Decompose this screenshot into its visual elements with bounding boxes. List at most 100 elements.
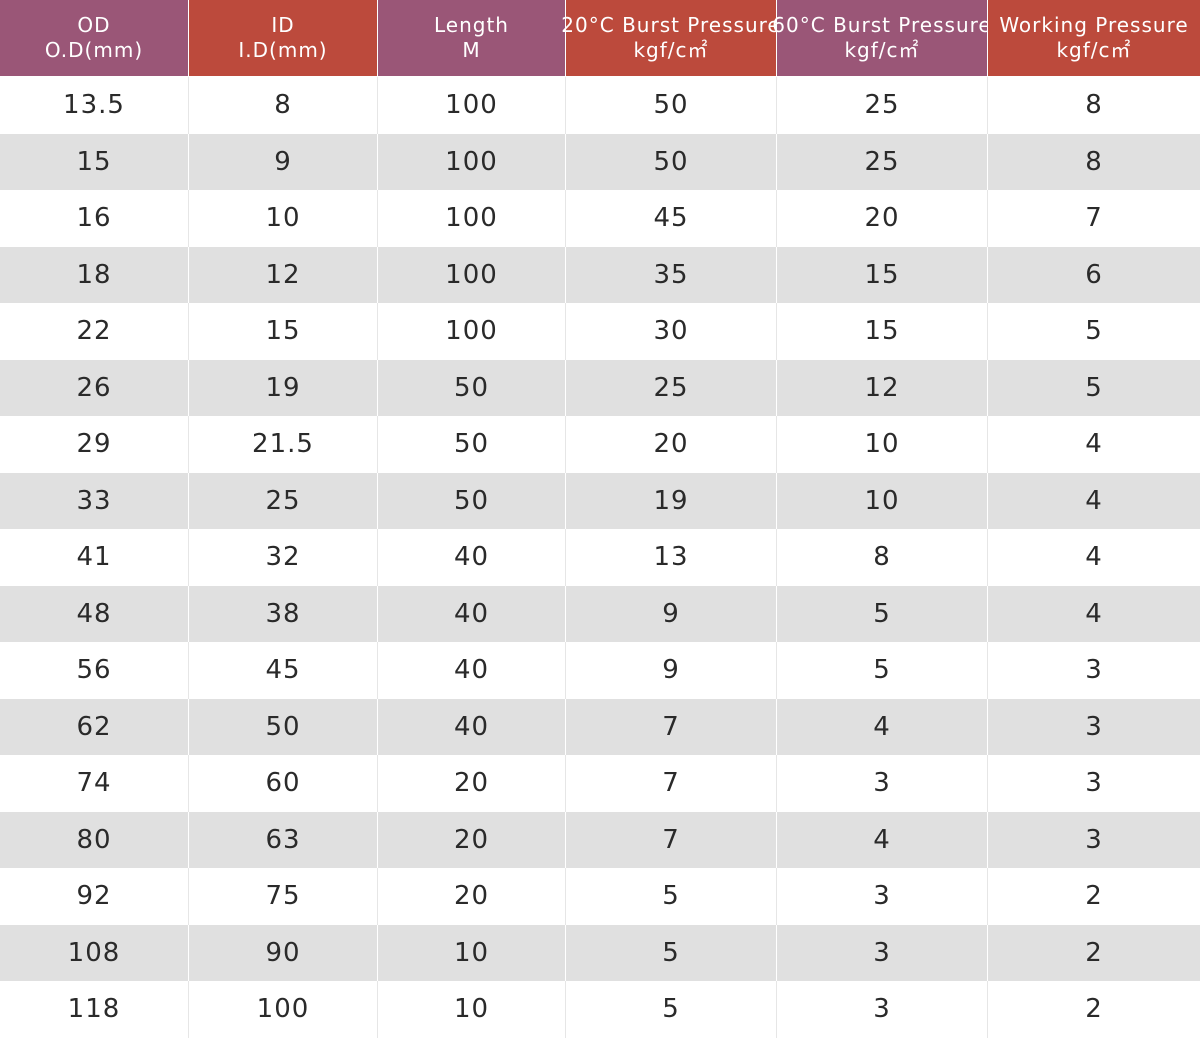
cell-burst-60c: 10 [777,472,988,529]
header-burst-60c: 60°C Burst Pressure kgf/c㎡ [772,0,991,76]
cell-length: 40 [378,642,566,699]
cell-working-pressure: 3 [1085,711,1103,742]
cell-id: 21.5 [189,416,378,473]
cell-working-pressure: 2 [1085,881,1103,912]
cell-id: 75 [189,868,378,925]
cell-burst-60c: 3 [777,868,988,925]
cell-burst-20c: 9 [566,642,777,699]
cell-length: 100 [378,190,566,247]
header-length-unit: M [462,38,481,62]
cell-length: 40 [378,529,566,586]
cell-od: 62 [0,698,189,755]
cell-burst-20c: 5 [566,868,777,925]
table-row: 118 100 10 5 3 2 [0,981,1200,1038]
cell-burst-60c: 4 [777,811,988,868]
cell-od: 33 [0,472,189,529]
cell-burst-20c: 25 [566,359,777,416]
table-row: 41 32 40 13 8 4 [0,529,1200,586]
table-row: 26 19 50 25 12 5 [0,359,1200,416]
cell-id: 50 [189,698,378,755]
table-row: 48 38 40 9 5 4 [0,585,1200,642]
cell-burst-20c: 20 [566,416,777,473]
table-row: 13.5 8 100 50 25 8 [0,77,1200,134]
cell-burst-60c: 3 [777,981,988,1038]
table-body: 13.5 8 100 50 25 8 15 9 100 50 25 8 16 10 100 45 20 7 18 12… [0,77,1200,1038]
cell-id: 19 [189,359,378,416]
cell-burst-20c: 30 [566,303,777,360]
cell-id: 8 [189,77,378,134]
table-row: 33 25 50 19 10 4 [0,472,1200,529]
cell-burst-20c: 13 [566,529,777,586]
cell-od: 108 [0,924,189,981]
cell-burst-60c: 20 [777,190,988,247]
header-length-title: Length [434,13,509,37]
cell-od: 15 [0,133,189,190]
cell-burst-20c: 5 [566,924,777,981]
cell-length: 10 [378,981,566,1038]
cell-id: 32 [189,529,378,586]
table-row: 16 10 100 45 20 7 [0,190,1200,247]
cell-working-pressure: 5 [1085,316,1103,347]
cell-od: 13.5 [0,77,189,134]
table-row: 56 45 40 9 5 3 [0,642,1200,699]
cell-id: 10 [189,190,378,247]
cell-burst-60c: 10 [777,416,988,473]
header-burst-20c-title: 20°C Burst Pressure [561,13,781,37]
cell-id: 12 [189,246,378,303]
cell-working-pressure: 2 [1085,994,1103,1025]
header-od-unit: O.D(mm) [44,38,144,62]
cell-od: 74 [0,755,189,812]
cell-burst-20c: 50 [566,133,777,190]
cell-od: 80 [0,811,189,868]
header-od-title: OD [77,13,111,37]
cell-working-pressure: 5 [1085,372,1103,403]
cell-od: 41 [0,529,189,586]
header-working-pressure: Working Pressure kgf/c㎡ [988,0,1200,76]
header-id-unit: I.D(mm) [238,38,328,62]
cell-burst-20c: 5 [566,981,777,1038]
cell-working-pressure: 8 [1085,146,1103,177]
cell-id: 45 [189,642,378,699]
cell-id: 9 [189,133,378,190]
header-id: ID I.D(mm) [189,0,378,76]
table-row: 29 21.5 50 20 10 4 [0,416,1200,473]
cell-burst-20c: 50 [566,77,777,134]
cell-id: 100 [189,981,378,1038]
cell-od: 22 [0,303,189,360]
cell-working-pressure: 2 [1085,937,1103,968]
cell-burst-60c: 3 [777,755,988,812]
header-working-pressure-unit: kgf/c㎡ [1056,38,1132,62]
cell-length: 20 [378,755,566,812]
header-od: OD O.D(mm) [0,0,189,76]
table-row: 62 50 40 7 4 3 [0,698,1200,755]
cell-od: 118 [0,981,189,1038]
cell-burst-60c: 25 [777,133,988,190]
cell-burst-60c: 15 [777,303,988,360]
cell-od: 26 [0,359,189,416]
cell-length: 100 [378,303,566,360]
cell-od: 29 [0,416,189,473]
cell-burst-60c: 5 [777,642,988,699]
table-row: 74 60 20 7 3 3 [0,755,1200,812]
cell-length: 40 [378,698,566,755]
cell-id: 15 [189,303,378,360]
cell-length: 50 [378,472,566,529]
cell-burst-60c: 8 [777,529,988,586]
cell-id: 90 [189,924,378,981]
table-row: 22 15 100 30 15 5 [0,303,1200,360]
cell-working-pressure: 3 [1085,768,1103,799]
cell-od: 92 [0,868,189,925]
cell-length: 100 [378,133,566,190]
header-working-pressure-title: Working Pressure [999,13,1189,37]
cell-length: 50 [378,359,566,416]
cell-od: 48 [0,585,189,642]
header-burst-20c-unit: kgf/c㎡ [633,38,709,62]
cell-burst-20c: 7 [566,811,777,868]
table-row: 108 90 10 5 3 2 [0,924,1200,981]
cell-od: 56 [0,642,189,699]
cell-burst-60c: 12 [777,359,988,416]
cell-working-pressure: 3 [1085,655,1103,686]
cell-working-pressure: 6 [1085,259,1103,290]
cell-length: 20 [378,868,566,925]
